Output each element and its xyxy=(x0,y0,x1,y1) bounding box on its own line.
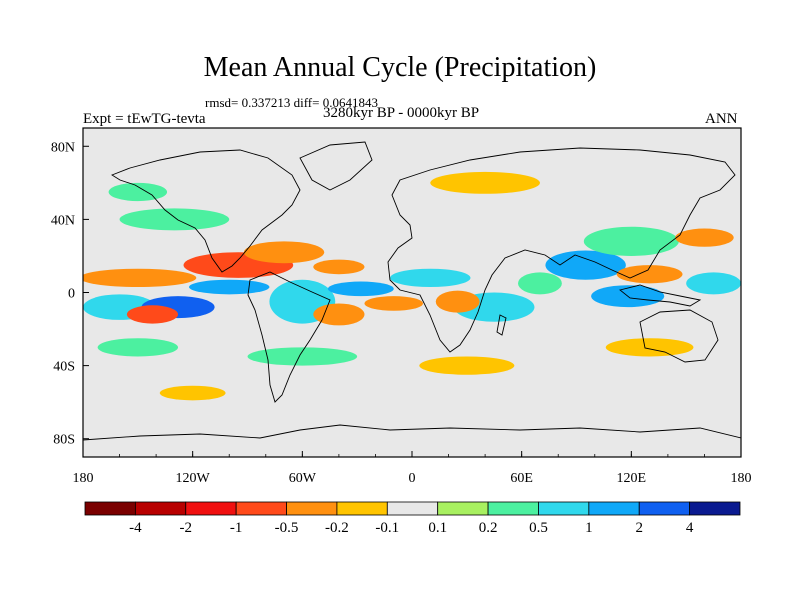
coast-antarctica xyxy=(83,424,741,441)
coast-greenland xyxy=(299,141,373,191)
anomaly-region-12 xyxy=(390,268,471,288)
anomaly-region-28 xyxy=(675,228,734,247)
x-tick-label-5: 120E xyxy=(617,471,647,486)
anomaly-region-20 xyxy=(119,208,230,231)
coast-south-america xyxy=(247,271,331,403)
anomaly-region-6 xyxy=(126,305,179,324)
coast-north-america xyxy=(111,149,301,273)
x-tick-label-2: 60W xyxy=(289,471,317,486)
y-tick-label-3: 40S xyxy=(53,360,75,375)
coast-australia xyxy=(639,309,719,363)
colorbar-label-1: -2 xyxy=(180,520,193,536)
colorbar-swatch-7 xyxy=(437,501,489,516)
colorbar-label-7: 0.2 xyxy=(479,520,498,536)
colorbar-label-3: -0.5 xyxy=(275,520,299,536)
x-axis: 180 120W 60W 0 60E 120E 180 xyxy=(73,451,752,486)
anomaly-region-14 xyxy=(435,290,480,313)
anomaly-region-25 xyxy=(605,338,694,357)
colorbar-label-5: -0.1 xyxy=(375,520,399,536)
colorbar-swatch-6 xyxy=(386,501,439,516)
coast-maritime-continent xyxy=(619,284,702,307)
anomaly-region-19 xyxy=(583,226,679,256)
colorbar-swatch-11 xyxy=(638,501,691,516)
anomaly-region-15 xyxy=(545,250,626,280)
colorbar-label-6: 0.1 xyxy=(428,520,447,536)
anomaly-region-7 xyxy=(189,279,270,295)
anomaly-region-26 xyxy=(97,338,179,357)
colorbar-label-10: 2 xyxy=(635,520,643,536)
coast-eurasia-africa xyxy=(387,147,736,353)
anomaly-region-27 xyxy=(159,385,226,401)
anomaly-region-0 xyxy=(83,268,197,288)
y-tick-label-4: 80S xyxy=(53,433,75,448)
y-tick-label-2: 0 xyxy=(68,287,75,302)
anomaly-region-16 xyxy=(616,265,683,284)
chart-title: Mean Annual Cycle (Precipitation) xyxy=(203,52,597,83)
colorbar-label-0: -4 xyxy=(129,520,142,536)
x-tick-label-0: 180 xyxy=(73,471,94,486)
y-tick-label-0: 80N xyxy=(51,140,75,155)
anomaly-layer xyxy=(83,171,741,401)
anomaly-region-21 xyxy=(430,171,540,194)
colorbar-swatch-10 xyxy=(588,501,640,516)
anomaly-region-2 xyxy=(243,241,325,264)
anomaly-region-23 xyxy=(247,347,358,366)
colorbar-swatch-1 xyxy=(134,501,187,516)
x-tick-label-4: 60E xyxy=(510,471,533,486)
coastline-layer xyxy=(83,141,741,441)
colorbar-swatch-3 xyxy=(235,501,287,516)
colorbar-swatch-4 xyxy=(286,501,338,516)
x-tick-label-1: 120W xyxy=(176,471,211,486)
x-tick-label-3: 0 xyxy=(409,471,416,486)
colorbar-swatch-0 xyxy=(84,501,136,516)
colorbar-swatch-2 xyxy=(185,501,237,516)
anomaly-region-24 xyxy=(419,356,515,375)
colorbar: -4 -2 -1 -0.5 -0.2 -0.1 0.1 0.2 0.5 1 2 4 xyxy=(84,501,741,536)
x-tick-label-6: 180 xyxy=(731,471,752,486)
experiment-label: Expt = tEwTG-tevta xyxy=(83,111,206,127)
anomaly-region-22 xyxy=(108,182,168,202)
coast-madagascar xyxy=(496,314,507,336)
stats-label: rmsd= 0.337213 diff= 0.0641843 xyxy=(205,95,378,110)
colorbar-swatch-12 xyxy=(689,501,741,516)
colorbar-label-9: 1 xyxy=(585,520,593,536)
colorbar-swatch-8 xyxy=(487,501,539,516)
colorbar-swatch-9 xyxy=(538,501,590,516)
anomaly-region-18 xyxy=(686,272,741,295)
season-label: ANN xyxy=(705,111,738,127)
anomaly-region-29 xyxy=(518,272,562,295)
colorbar-label-4: -0.2 xyxy=(325,520,349,536)
anomaly-region-9 xyxy=(327,281,394,297)
period-label: 3280kyr BP - 0000kyr BP xyxy=(323,105,480,121)
anomaly-region-10 xyxy=(364,296,423,311)
y-axis: 80N 40N 0 40S 80S xyxy=(51,140,89,448)
anomaly-region-3 xyxy=(313,259,365,275)
colorbar-label-11: 4 xyxy=(686,520,694,536)
y-tick-label-1: 40N xyxy=(51,213,75,228)
colorbar-label-2: -1 xyxy=(230,520,243,536)
colorbar-swatch-5 xyxy=(336,501,388,516)
colorbar-label-8: 0.5 xyxy=(529,520,548,536)
